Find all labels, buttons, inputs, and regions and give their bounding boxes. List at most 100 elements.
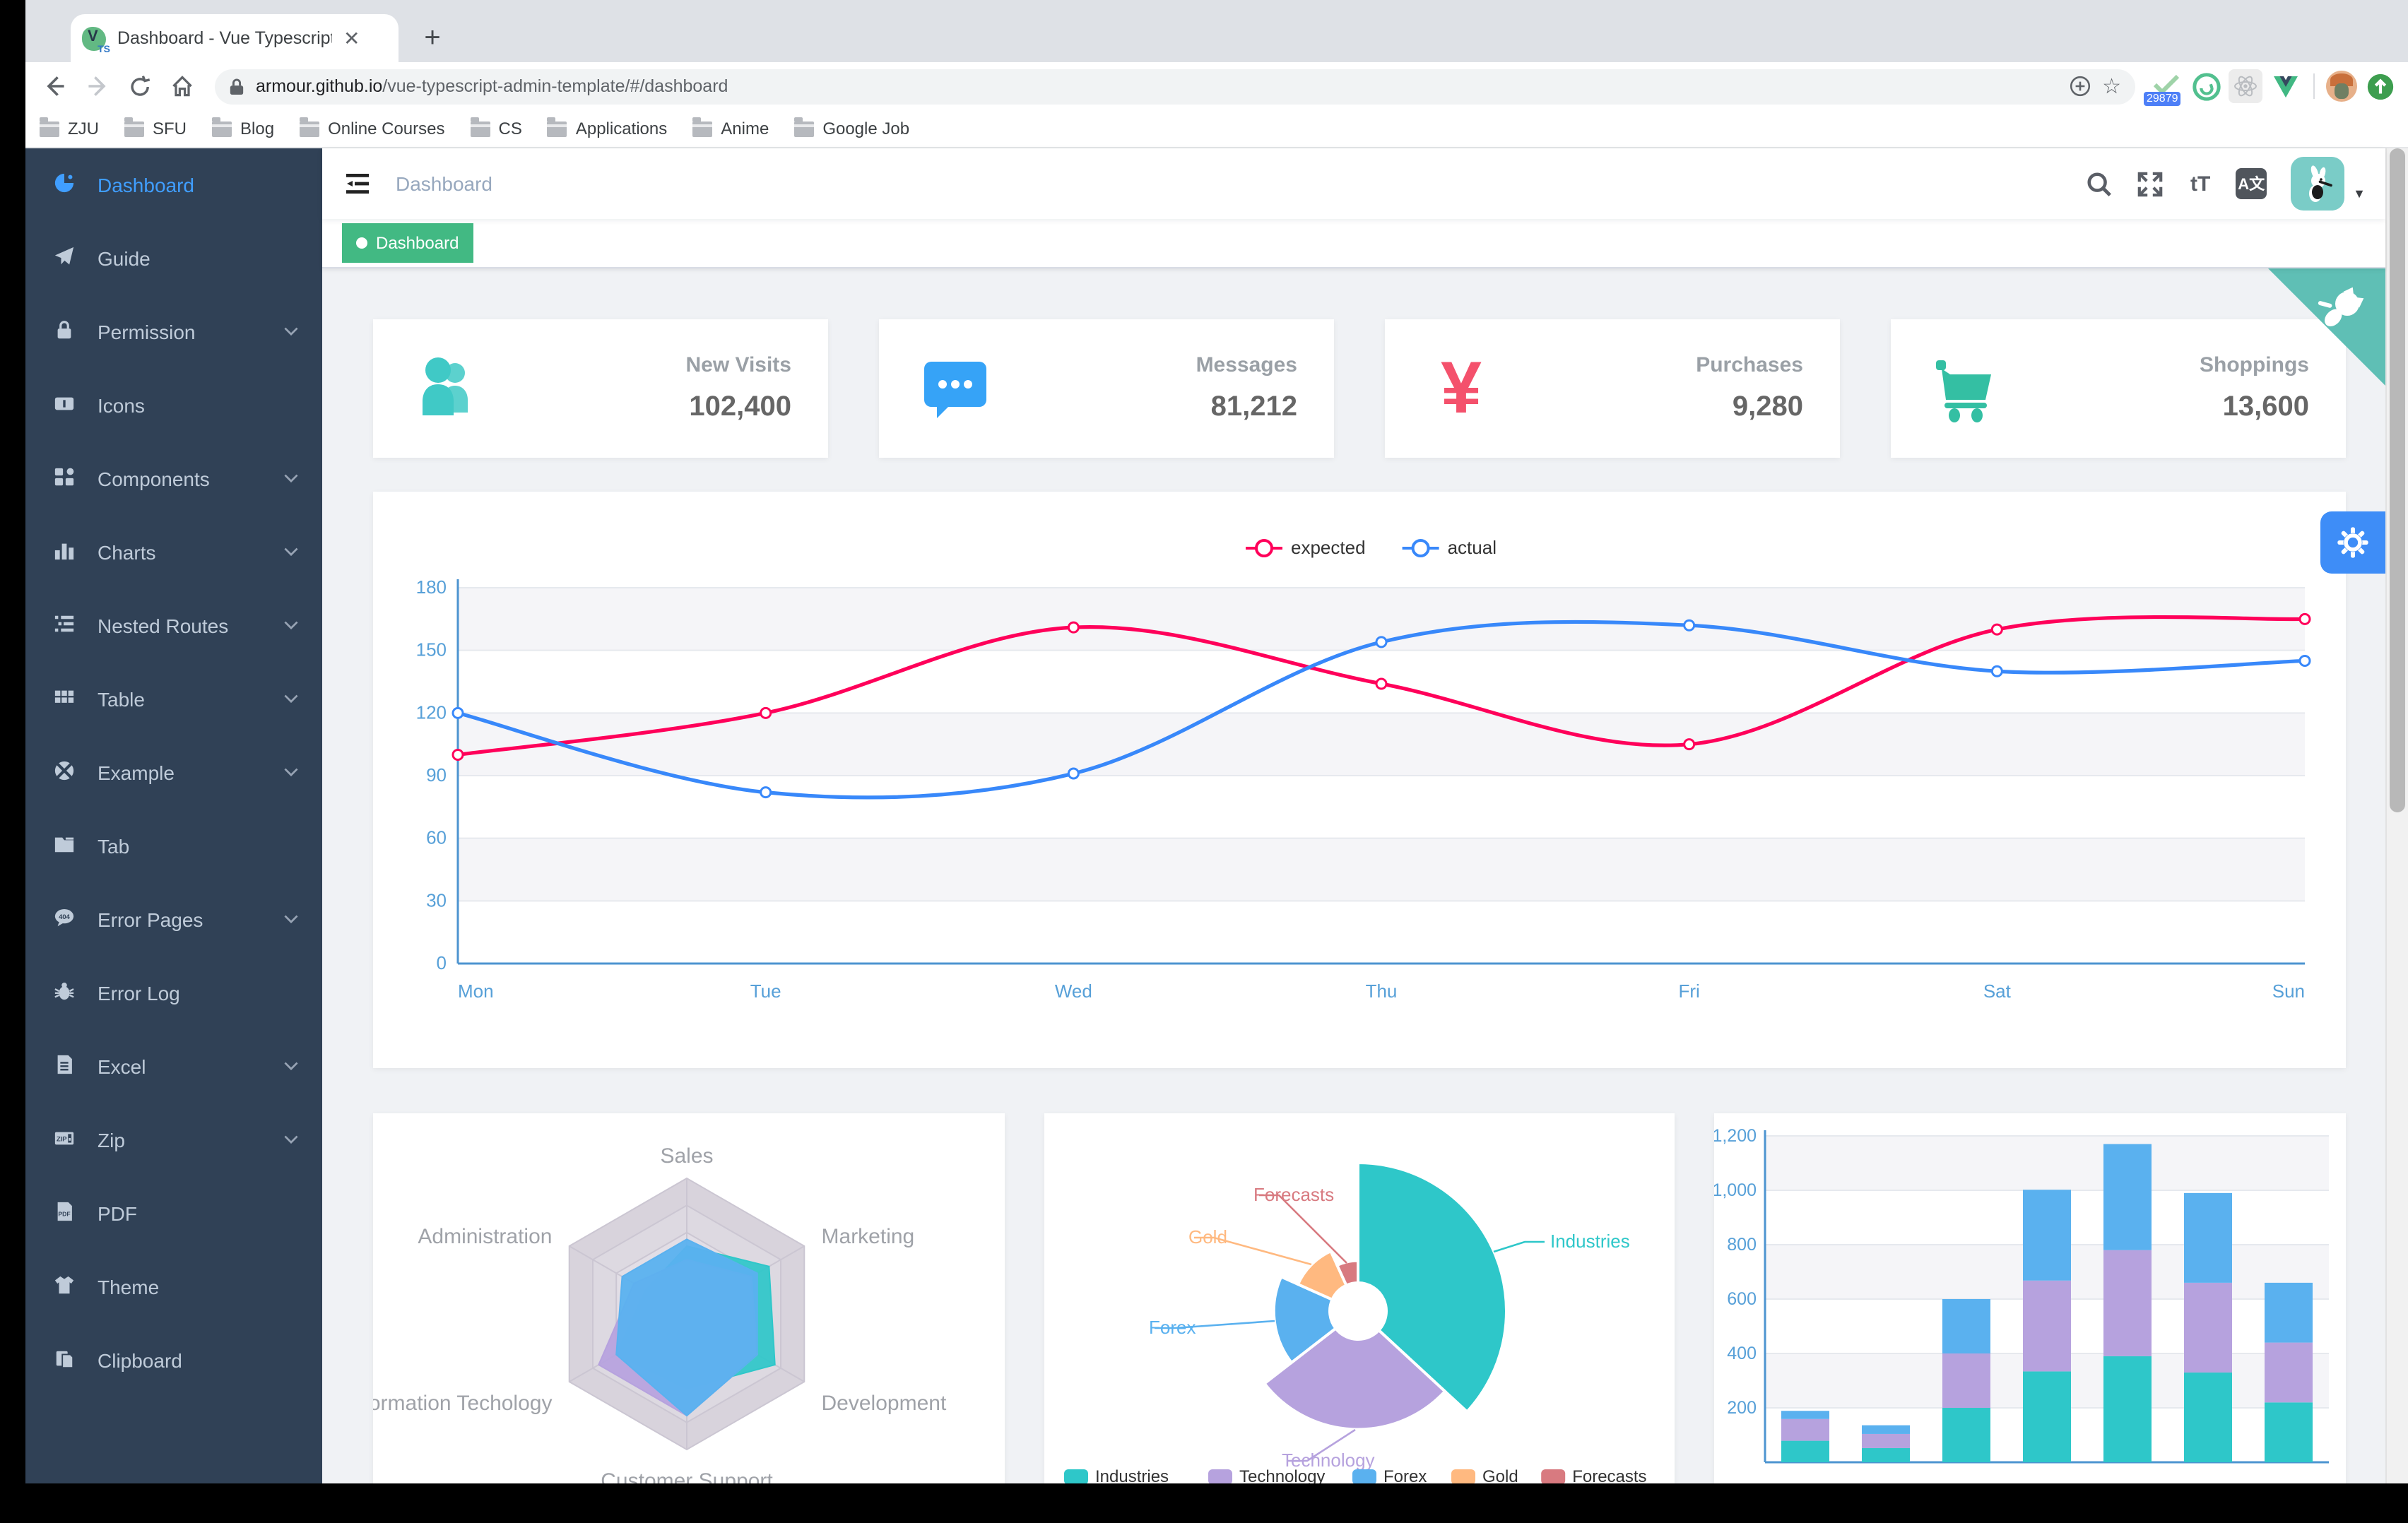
svg-text:150: 150 xyxy=(416,639,447,660)
sidebar-item-components[interactable]: Components xyxy=(25,442,322,516)
extension-check-icon[interactable]: 29879 xyxy=(2144,69,2183,106)
bookmark-applications[interactable]: Applications xyxy=(547,117,667,138)
zoom-plus-icon[interactable] xyxy=(2068,75,2091,97)
theme-icon xyxy=(54,1276,74,1294)
sidebar-item-theme[interactable]: Theme xyxy=(25,1250,322,1324)
sidebar-item-clipboard[interactable]: Clipboard xyxy=(25,1324,322,1397)
bookmark-google-job[interactable]: Google Job xyxy=(794,117,909,138)
browser-tab[interactable]: VTS Dashboard - Vue Typescript Ad ✕ xyxy=(71,14,399,62)
user-avatar[interactable] xyxy=(2291,157,2345,211)
stat-card-new-visits[interactable]: New Visits 102,400 xyxy=(373,319,828,458)
bookmark-star-icon[interactable]: ☆ xyxy=(2102,74,2121,98)
sidebar-item-table[interactable]: Table xyxy=(25,663,322,736)
svg-text:Forex: Forex xyxy=(1383,1467,1426,1483)
svg-text:Forecasts: Forecasts xyxy=(1253,1184,1333,1205)
browser-profile-avatar[interactable] xyxy=(2326,71,2357,102)
sidebar-item-error-log[interactable]: Error Log xyxy=(25,956,322,1030)
stat-card-messages[interactable]: Messages 81,212 xyxy=(879,319,1334,458)
sidebar: Dashboard Guide Permission xyxy=(25,148,322,1483)
svg-text:Sun: Sun xyxy=(2272,980,2305,1002)
tag-dashboard[interactable]: Dashboard xyxy=(342,223,473,263)
extension-vue-icon[interactable] xyxy=(2268,69,2302,103)
lock-icon xyxy=(57,321,71,339)
bookmark-online-courses[interactable]: Online Courses xyxy=(300,117,445,138)
tab-close-icon[interactable]: ✕ xyxy=(343,27,360,49)
search-icon[interactable] xyxy=(2073,158,2124,209)
home-icon[interactable] xyxy=(164,68,201,105)
extension-uparrow-icon[interactable] xyxy=(2363,69,2397,103)
hamburger-icon[interactable] xyxy=(322,148,393,219)
page-scrollbar[interactable] xyxy=(2385,148,2408,1483)
fullscreen-icon[interactable] xyxy=(2124,158,2175,209)
sidebar-item-tab[interactable]: Tab xyxy=(25,810,322,883)
bookmark-zju[interactable]: ZJU xyxy=(40,117,99,138)
rabbit-icon xyxy=(2309,165,2333,202)
components-icon xyxy=(54,468,74,486)
new-tab-button[interactable]: + xyxy=(424,22,441,53)
sidebar-item-nested-routes[interactable]: Nested Routes xyxy=(25,589,322,663)
address-bar[interactable]: armour.github.io/vue-typescript-admin-te… xyxy=(215,69,2135,104)
zip-icon: ZIP xyxy=(54,1132,74,1145)
svg-text:Gold: Gold xyxy=(1482,1467,1518,1483)
bar-chart: 200 400 600 800 1,000 1,200 xyxy=(1715,1126,2330,1464)
back-icon[interactable] xyxy=(37,68,73,105)
radar-chart-card: Sales Administration Information Techology… xyxy=(373,1113,1005,1483)
sidebar-item-permission[interactable]: Permission xyxy=(25,295,322,369)
bookmark-sfu[interactable]: SFU xyxy=(124,117,187,138)
stat-card-shoppings[interactable]: Shoppings 13,600 xyxy=(1891,319,2346,458)
svg-text:Technology: Technology xyxy=(1239,1467,1324,1483)
svg-text:actual: actual xyxy=(1448,537,1497,558)
folder-icon xyxy=(124,117,144,136)
charts-icon xyxy=(54,543,74,560)
sidebar-item-zip[interactable]: ZIP Zip xyxy=(25,1103,322,1177)
sidebar-item-excel[interactable]: Excel xyxy=(25,1030,322,1103)
panel-group: New Visits 102,400 Messages 81,212 xyxy=(373,319,2346,458)
bookmark-anime[interactable]: Anime xyxy=(692,117,769,138)
sidebar-item-pdf[interactable]: PDF PDF xyxy=(25,1177,322,1250)
svg-text:180: 180 xyxy=(416,576,447,598)
folder-icon xyxy=(547,117,567,136)
bottom-charts-row: Sales Administration Information Techology… xyxy=(373,1113,2347,1483)
stat-card-purchases[interactable]: ¥ Purchases 9,280 xyxy=(1385,319,1840,458)
chevron-down-icon xyxy=(283,615,300,637)
extension-green-icon[interactable] xyxy=(2189,69,2223,103)
sidebar-item-example[interactable]: Example xyxy=(25,736,322,810)
scrollbar-thumb[interactable] xyxy=(2390,148,2405,812)
folder-icon xyxy=(212,117,232,136)
folder-icon xyxy=(300,117,320,136)
svg-text:404: 404 xyxy=(59,913,70,920)
svg-text:400: 400 xyxy=(1728,1344,1757,1363)
excel-icon xyxy=(57,1055,72,1074)
radar-chart: Sales Administration Information Techology… xyxy=(373,1144,947,1483)
translate-icon[interactable]: A文 xyxy=(2226,158,2277,209)
svg-text:expected: expected xyxy=(1291,537,1366,558)
pie-chart: Industries Technology Forex Gold Forecasts In… xyxy=(1063,1161,1646,1483)
github-corner-ribbon[interactable] xyxy=(2267,267,2385,386)
svg-text:Fri: Fri xyxy=(1679,980,1700,1002)
admin-app: Dashboard Guide Permission xyxy=(25,148,2408,1483)
pie-chart-card: Industries Technology Forex Gold Forecasts In… xyxy=(1044,1113,1675,1483)
settings-gear-button[interactable] xyxy=(2320,511,2385,574)
caret-down-icon[interactable]: ▼ xyxy=(2353,186,2366,201)
chevron-down-icon xyxy=(283,1055,300,1078)
extension-react-icon[interactable] xyxy=(2229,69,2262,103)
sidebar-item-icons[interactable]: Icons xyxy=(25,369,322,442)
bookmark-cs[interactable]: CS xyxy=(470,117,522,138)
svg-text:Customer Support: Customer Support xyxy=(601,1469,773,1483)
reload-icon[interactable] xyxy=(122,68,158,105)
sidebar-item-guide[interactable]: Guide xyxy=(25,222,322,295)
lock-icon xyxy=(230,78,244,94)
bookmark-blog[interactable]: Blog xyxy=(212,117,274,138)
clipboard-icon xyxy=(56,1351,74,1369)
svg-text:0: 0 xyxy=(437,952,447,973)
folder-icon xyxy=(794,117,815,136)
message-icon xyxy=(916,349,995,428)
text-size-icon[interactable]: tT xyxy=(2190,172,2211,196)
sidebar-item-error-pages[interactable]: 404 Error Pages xyxy=(25,883,322,956)
sidebar-item-dashboard[interactable]: Dashboard xyxy=(25,148,322,222)
svg-text:Industries: Industries xyxy=(1550,1231,1629,1252)
active-dot xyxy=(356,237,367,249)
sidebar-item-charts[interactable]: Charts xyxy=(25,516,322,589)
forward-icon[interactable] xyxy=(79,68,116,105)
